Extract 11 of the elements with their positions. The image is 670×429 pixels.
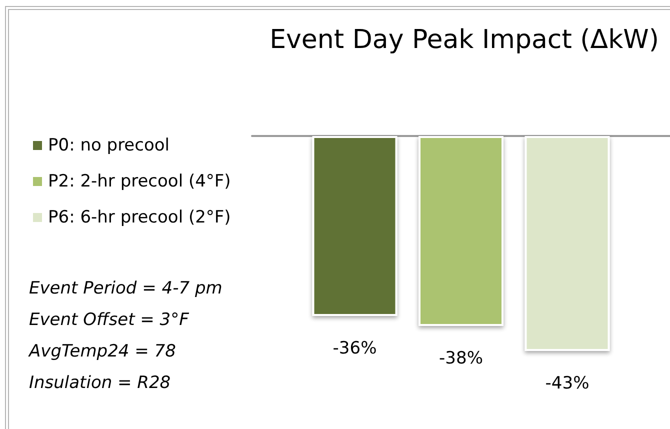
text: Insulation = R28	[29, 373, 171, 393]
legend-label: P0: no precool	[48, 136, 170, 156]
text: Event Offset = 3°F	[29, 310, 190, 330]
text: Event Period = 4-7 pm	[29, 278, 222, 298]
text: AvgTemp24 = 78	[28, 342, 176, 362]
data-label: -36%	[332, 338, 377, 358]
data-label: -38%	[439, 348, 483, 368]
chart-title: Event Day Peak Impact (ΔkW)	[270, 25, 660, 55]
data-label: -43%	[545, 374, 590, 394]
legend-label: P6: 6-hr precool (2°F)	[48, 208, 231, 228]
legend-label: P2: 2-hr precool (4°F)	[48, 172, 231, 192]
